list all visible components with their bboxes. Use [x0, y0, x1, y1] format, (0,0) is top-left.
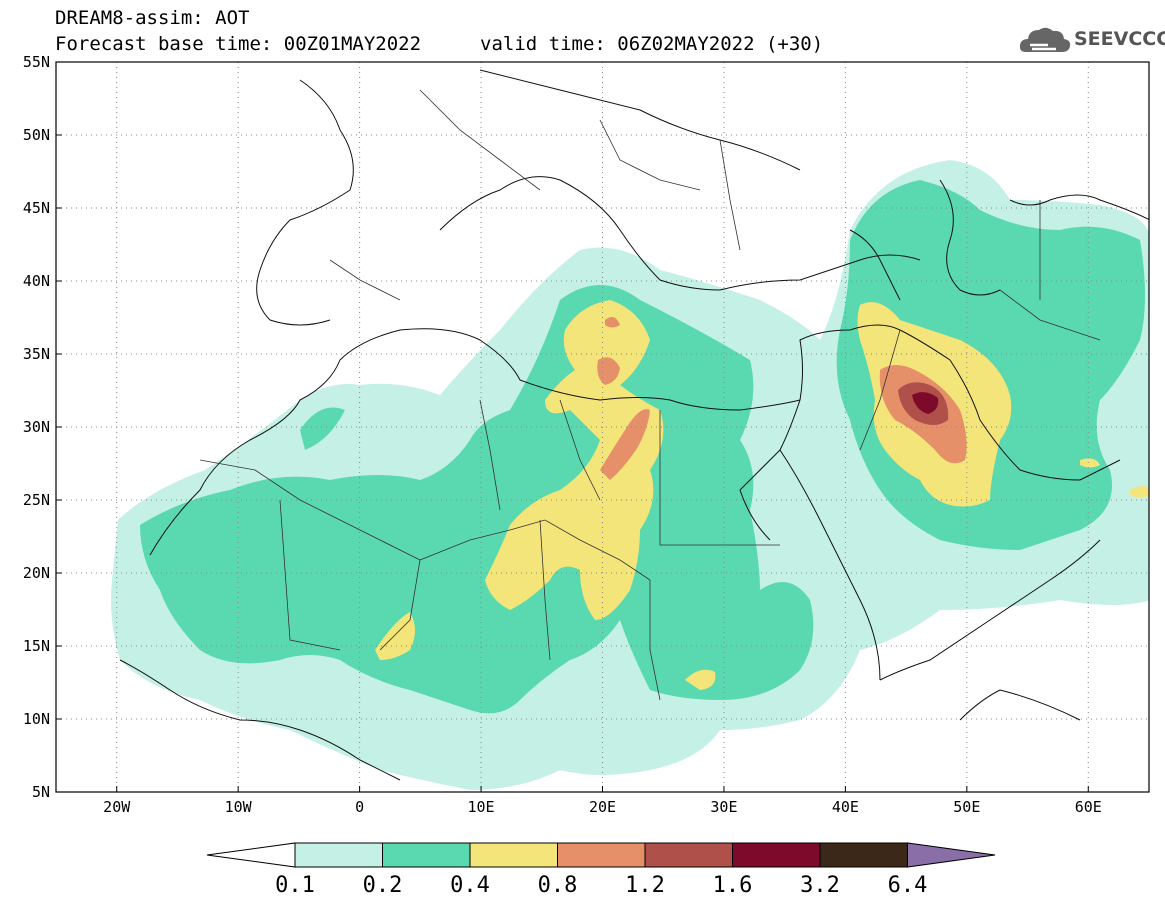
x-tick-label: 0: [355, 798, 365, 816]
axis-ticks: [56, 61, 1089, 793]
y-tick-label: 45N: [22, 199, 50, 217]
colorbar-level-label: 0.8: [537, 873, 578, 898]
aot-fill-0.4: [375, 300, 1149, 690]
colorbar-level-label: 3.2: [800, 873, 840, 898]
colorbar-level-label: 0.1: [275, 873, 315, 898]
y-tick-label: 40N: [22, 272, 50, 290]
y-tick-label: 50N: [22, 126, 50, 144]
aot-fill-1.6: [912, 392, 939, 414]
colorbar-under-arrow: [206, 842, 296, 868]
x-tick-label: 60E: [1074, 798, 1102, 816]
country-borders: [199, 89, 1101, 701]
x-tick-label: 20W: [103, 798, 131, 816]
colorbar-level-label: 1.6: [712, 873, 753, 898]
colorbar: [206, 842, 996, 868]
colorbar-swatch: [382, 842, 471, 868]
colorbar-swatch: [294, 842, 383, 868]
colorbar-level-label: 6.4: [887, 873, 928, 898]
y-tick-label: 55N: [22, 53, 50, 71]
y-tick-label: 20N: [22, 564, 50, 582]
aot-contours: [111, 160, 1149, 790]
map-title: DREAM8-assim: AOT: [55, 7, 250, 29]
cloud-icon: [1019, 27, 1071, 52]
colorbar-swatch: [732, 842, 821, 868]
colorbar-over-arrow: [907, 842, 996, 868]
x-tick-label: 30E: [710, 798, 738, 816]
x-tick-label: 40E: [831, 798, 859, 816]
y-tick-label: 15N: [22, 637, 50, 655]
y-tick-label: 35N: [22, 345, 50, 363]
forecast-base-time: Forecast base time: 00Z01MAY2022: [55, 33, 422, 55]
colorbar-swatch: [557, 842, 646, 868]
colorbar-level-label: 0.2: [362, 873, 403, 898]
x-tick-label: 20E: [588, 798, 617, 816]
colorbar-swatch: [819, 842, 908, 868]
y-tick-label: 5N: [31, 783, 50, 801]
colorbar-swatch: [469, 842, 558, 868]
coastlines: [119, 69, 1149, 781]
y-tick-label: 30N: [22, 418, 50, 436]
colorbar-level-label: 0.4: [450, 873, 490, 898]
map-grid: [56, 62, 1149, 792]
colorbar-swatch: [644, 842, 733, 868]
logo-text: SEEVCCC: [1074, 28, 1165, 50]
y-tick-label: 10N: [22, 710, 50, 728]
seevccc-logo: SEEVCCC: [1018, 22, 1165, 56]
x-tick-label: 50E: [953, 798, 981, 816]
valid-time: valid time: 06Z02MAY2022 (+30): [480, 33, 824, 55]
x-tick-label: 10E: [467, 798, 495, 816]
colorbar-level-label: 1.2: [625, 873, 665, 898]
y-tick-label: 25N: [22, 491, 50, 509]
x-tick-label: 10W: [224, 798, 252, 816]
